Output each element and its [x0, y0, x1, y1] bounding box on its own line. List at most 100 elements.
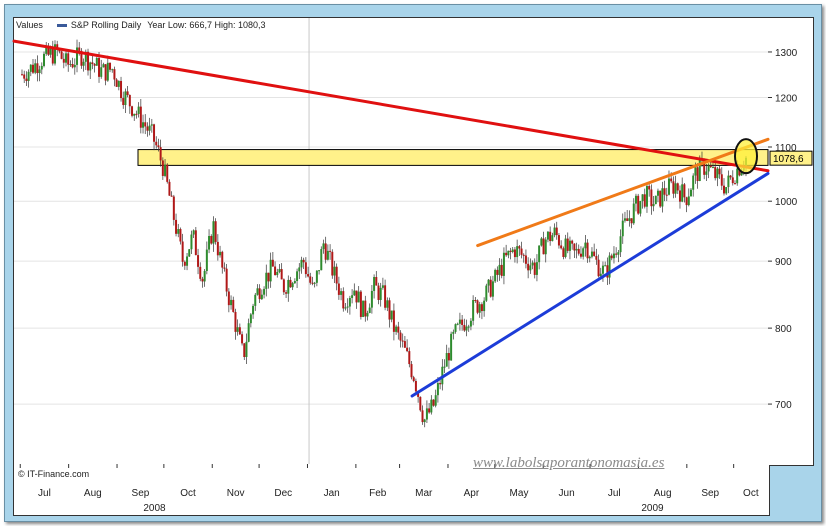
candle-body: [606, 265, 609, 278]
y-tick-label: 1100: [775, 143, 797, 154]
candle-body: [595, 255, 598, 260]
credit-text: © IT-Finance.com: [18, 469, 90, 479]
candle-body: [139, 106, 142, 128]
candle-body: [432, 399, 435, 406]
candle-body: [637, 195, 640, 214]
candle-body: [518, 246, 521, 249]
candle-body: [302, 259, 305, 263]
last-value-label: 1078,6: [773, 154, 804, 165]
candle-body: [29, 64, 32, 72]
candle-body: [271, 259, 274, 267]
y-tick-label: 800: [775, 324, 792, 335]
candle-body: [201, 278, 204, 282]
candle-body: [289, 279, 292, 288]
trendline-resistance: [12, 39, 770, 173]
x-month-label: Jul: [608, 488, 621, 499]
candle-body: [282, 279, 285, 293]
x-month-label: Sep: [132, 488, 150, 499]
candle-body: [450, 333, 453, 361]
candle-body: [458, 319, 461, 324]
candle-body: [465, 326, 468, 331]
candle-body: [654, 195, 657, 205]
candle-body: [384, 285, 387, 308]
candle-body: [445, 353, 448, 367]
candle-body: [364, 300, 367, 317]
candle-body: [562, 248, 565, 257]
candle-body: [161, 160, 164, 176]
candle-body: [428, 408, 431, 413]
candle-body: [318, 270, 321, 272]
watermark-link[interactable]: www.labolsaporantonomasia.es: [473, 455, 665, 471]
candle-body: [212, 221, 215, 244]
candle-body: [106, 62, 109, 81]
candle-body: [258, 288, 261, 300]
candle-body: [502, 252, 505, 276]
candle-body: [531, 262, 534, 266]
candle-body: [656, 190, 659, 196]
candle-body: [705, 171, 708, 175]
candle-body: [234, 311, 237, 332]
candle-body: [716, 168, 719, 179]
candle-body: [577, 248, 580, 254]
candle-body: [709, 165, 712, 168]
candle-body: [133, 113, 136, 116]
candle-body: [278, 269, 281, 272]
candle-body: [124, 91, 127, 106]
y-tick-label: 1200: [775, 93, 798, 104]
candle-body: [513, 249, 516, 258]
candle-body: [425, 408, 428, 420]
candle-body: [621, 220, 624, 237]
candle-body: [111, 69, 114, 71]
x-month-label: Sep: [701, 488, 719, 499]
candle-body: [192, 230, 195, 235]
candle-body: [540, 238, 543, 246]
candle-body: [227, 291, 230, 306]
candle-body: [560, 245, 563, 249]
candle-body: [238, 327, 241, 335]
candle-body: [126, 91, 129, 96]
candle-body: [175, 219, 178, 234]
candle-body: [478, 304, 481, 313]
candle-body: [584, 242, 587, 249]
candle-body: [153, 124, 156, 142]
candle-body: [711, 166, 714, 168]
candle-body: [496, 269, 499, 275]
candle-body: [617, 252, 620, 255]
candle-body: [164, 164, 167, 176]
candle-body: [291, 283, 294, 288]
candle-body: [476, 300, 479, 313]
candle-body: [263, 288, 266, 295]
candle-body: [381, 285, 384, 288]
candle-body: [692, 175, 695, 190]
x-axis-panel: [13, 465, 770, 516]
candle-body: [687, 196, 690, 206]
candle-body: [395, 326, 398, 332]
legend: Values S&P Rolling Daily Year Low: 666,7 H…: [16, 20, 272, 30]
candle-body: [225, 268, 228, 292]
candle-body: [210, 235, 213, 244]
candle-body: [65, 53, 68, 63]
candle-body: [95, 58, 98, 66]
candle-body: [467, 326, 470, 328]
candle-body: [645, 186, 648, 207]
candle-body: [551, 235, 554, 242]
candle-body: [452, 331, 455, 334]
candle-body: [34, 63, 37, 73]
candle-body: [21, 74, 23, 76]
candle-body: [137, 106, 140, 114]
candle-body: [410, 364, 413, 378]
candle-body: [408, 351, 411, 365]
candle-body: [300, 259, 303, 268]
candle-body: [599, 273, 602, 277]
candle-body: [430, 399, 433, 413]
candle-body: [379, 287, 382, 300]
x-month-label: May: [510, 488, 529, 499]
candle-body: [403, 341, 406, 348]
candle-body: [681, 184, 684, 202]
candle-body: [265, 272, 268, 289]
candle-body: [491, 281, 494, 297]
candle-body: [632, 203, 635, 224]
candle-body: [676, 183, 679, 191]
candle-body: [221, 251, 224, 268]
y-tick-label: 900: [775, 257, 792, 268]
